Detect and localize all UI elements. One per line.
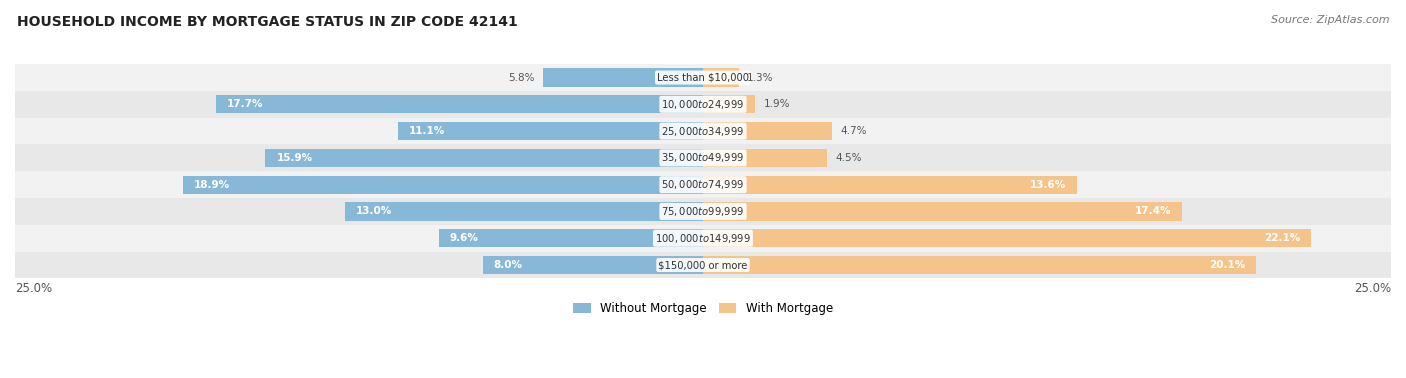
Text: 25.0%: 25.0%	[1354, 282, 1391, 294]
Text: 22.1%: 22.1%	[1264, 233, 1301, 243]
Text: 18.9%: 18.9%	[194, 180, 231, 190]
Text: HOUSEHOLD INCOME BY MORTGAGE STATUS IN ZIP CODE 42141: HOUSEHOLD INCOME BY MORTGAGE STATUS IN Z…	[17, 15, 517, 29]
Bar	[183, 175, 703, 194]
Bar	[482, 256, 703, 274]
Bar	[703, 256, 1256, 274]
Text: 5.8%: 5.8%	[509, 73, 536, 82]
Text: $50,000 to $74,999: $50,000 to $74,999	[661, 178, 745, 191]
Bar	[703, 175, 1077, 194]
Bar	[543, 68, 703, 87]
Bar	[15, 118, 1391, 144]
Bar	[703, 68, 738, 87]
Text: $100,000 to $149,999: $100,000 to $149,999	[655, 232, 751, 245]
Text: 13.6%: 13.6%	[1031, 180, 1066, 190]
Text: 13.0%: 13.0%	[356, 206, 392, 217]
Bar	[15, 171, 1391, 198]
Text: $10,000 to $24,999: $10,000 to $24,999	[661, 98, 745, 111]
Text: 15.9%: 15.9%	[277, 153, 312, 163]
Text: 4.7%: 4.7%	[841, 126, 868, 136]
Bar	[439, 229, 703, 247]
Text: 17.7%: 17.7%	[226, 99, 263, 109]
Text: $150,000 or more: $150,000 or more	[658, 260, 748, 270]
Bar	[15, 252, 1391, 279]
Text: 1.3%: 1.3%	[747, 73, 773, 82]
Bar	[346, 202, 703, 220]
Bar	[703, 122, 832, 140]
Text: 11.1%: 11.1%	[409, 126, 444, 136]
Text: $25,000 to $34,999: $25,000 to $34,999	[661, 125, 745, 138]
Bar	[703, 149, 827, 167]
Text: 20.1%: 20.1%	[1209, 260, 1246, 270]
Bar	[15, 64, 1391, 91]
Text: 9.6%: 9.6%	[450, 233, 478, 243]
Bar	[266, 149, 703, 167]
Bar	[15, 91, 1391, 118]
Text: $75,000 to $99,999: $75,000 to $99,999	[661, 205, 745, 218]
Bar	[217, 95, 703, 113]
Text: 25.0%: 25.0%	[15, 282, 52, 294]
Text: Source: ZipAtlas.com: Source: ZipAtlas.com	[1271, 15, 1389, 25]
Bar	[703, 95, 755, 113]
Text: Less than $10,000: Less than $10,000	[657, 73, 749, 82]
Text: 1.9%: 1.9%	[763, 99, 790, 109]
Legend: Without Mortgage, With Mortgage: Without Mortgage, With Mortgage	[568, 297, 838, 320]
Text: 17.4%: 17.4%	[1135, 206, 1171, 217]
Text: 8.0%: 8.0%	[494, 260, 523, 270]
Text: 4.5%: 4.5%	[835, 153, 862, 163]
Bar	[15, 144, 1391, 171]
Bar	[703, 229, 1312, 247]
Text: $35,000 to $49,999: $35,000 to $49,999	[661, 151, 745, 164]
Bar	[703, 202, 1182, 220]
Bar	[398, 122, 703, 140]
Bar	[15, 225, 1391, 252]
Bar	[15, 198, 1391, 225]
